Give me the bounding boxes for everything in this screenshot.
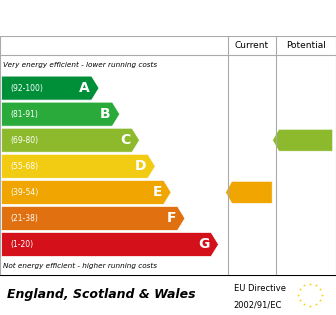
Text: Potential: Potential: [286, 41, 326, 50]
Text: B: B: [100, 107, 111, 121]
Text: (1-20): (1-20): [10, 240, 33, 249]
Polygon shape: [2, 180, 171, 204]
Polygon shape: [2, 102, 120, 126]
Text: Current: Current: [235, 41, 269, 50]
Text: 80: 80: [302, 135, 316, 145]
Text: Very energy efficient - lower running costs: Very energy efficient - lower running co…: [3, 62, 158, 68]
Text: England, Scotland & Wales: England, Scotland & Wales: [7, 288, 195, 301]
Text: (81-91): (81-91): [10, 110, 38, 119]
Text: E: E: [153, 185, 162, 199]
Text: Not energy efficient - higher running costs: Not energy efficient - higher running co…: [3, 263, 157, 269]
Text: EU Directive: EU Directive: [234, 284, 286, 293]
Polygon shape: [272, 129, 333, 151]
Polygon shape: [225, 181, 272, 203]
Text: Energy Efficiency Rating: Energy Efficiency Rating: [10, 10, 220, 26]
Text: A: A: [79, 81, 90, 95]
Polygon shape: [2, 76, 99, 100]
Polygon shape: [2, 232, 218, 256]
Polygon shape: [2, 154, 155, 178]
Text: (55-68): (55-68): [10, 162, 38, 171]
Text: D: D: [135, 159, 146, 173]
Text: 43: 43: [249, 187, 262, 197]
Polygon shape: [2, 206, 185, 230]
Text: 2002/91/EC: 2002/91/EC: [234, 301, 282, 309]
Text: C: C: [120, 133, 130, 147]
Text: (92-100): (92-100): [10, 83, 43, 93]
Text: (21-38): (21-38): [10, 214, 38, 223]
Text: F: F: [166, 211, 176, 226]
Text: G: G: [198, 238, 209, 251]
Text: (69-80): (69-80): [10, 136, 38, 145]
Polygon shape: [2, 128, 139, 152]
Text: (39-54): (39-54): [10, 188, 38, 197]
